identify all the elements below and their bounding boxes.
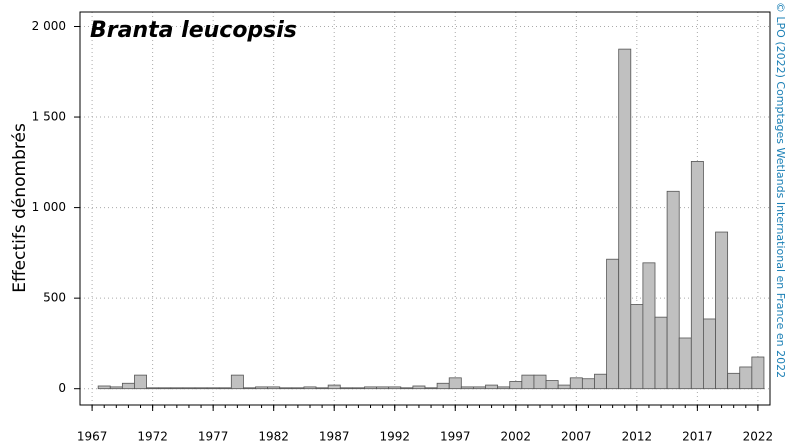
bar — [255, 386, 269, 390]
bar — [448, 377, 462, 390]
x-tick-label: 1982 — [258, 430, 289, 444]
bar — [703, 318, 716, 390]
bar — [436, 382, 450, 390]
bar — [351, 387, 365, 390]
bar — [642, 262, 656, 390]
bar — [715, 231, 729, 390]
y-tick-label: 1 000 — [32, 200, 66, 214]
bar — [206, 387, 220, 390]
bar — [727, 372, 741, 390]
bar — [485, 384, 499, 390]
bar — [134, 374, 147, 390]
bar — [521, 374, 535, 390]
bar — [170, 387, 184, 390]
bar — [606, 258, 620, 390]
bar — [678, 337, 692, 390]
bar — [291, 387, 305, 390]
x-tick-label: 2017 — [682, 430, 713, 444]
bar — [243, 387, 256, 390]
bar — [751, 356, 765, 390]
bar — [121, 382, 135, 390]
x-tick-label: 2022 — [743, 430, 774, 444]
x-tick-label: 1972 — [137, 430, 168, 444]
bar — [97, 385, 111, 390]
bar — [557, 384, 571, 390]
x-tick-label: 1967 — [77, 430, 108, 444]
bar — [666, 190, 680, 390]
bar — [230, 374, 244, 390]
bar — [158, 387, 172, 390]
bar — [630, 304, 644, 390]
y-tick-label: 2 000 — [32, 19, 66, 33]
bar — [654, 316, 668, 390]
y-axis-label: Effectifs dénombrés — [10, 123, 30, 293]
x-tick-label: 1987 — [319, 430, 350, 444]
bar — [497, 386, 511, 390]
y-tick-label: 500 — [43, 291, 66, 305]
bar — [618, 48, 632, 390]
bar — [533, 374, 547, 390]
bar — [279, 387, 293, 390]
bar — [412, 385, 426, 390]
copyright: © LPO (2022) Comptages Wetlands Internat… — [774, 2, 787, 378]
bar — [339, 387, 353, 390]
bar — [594, 373, 607, 390]
bar — [545, 380, 559, 390]
bar — [182, 387, 196, 390]
bar — [424, 387, 438, 390]
y-tick-label: 1 500 — [32, 110, 66, 124]
bar — [509, 381, 523, 390]
x-tick-label: 1992 — [379, 430, 410, 444]
y-tick-label: 0 — [58, 381, 66, 395]
bar — [315, 387, 329, 390]
x-tick-label: 2002 — [501, 430, 532, 444]
bar — [218, 387, 232, 390]
bar — [400, 387, 414, 390]
bar — [388, 386, 402, 390]
bar — [109, 386, 123, 390]
bar — [473, 386, 486, 390]
bar — [460, 386, 474, 390]
x-tick-label: 1977 — [198, 430, 229, 444]
bar — [194, 387, 208, 390]
bar — [739, 366, 753, 390]
bar — [690, 161, 704, 390]
plot-frame — [79, 11, 771, 406]
x-tick-label: 2007 — [561, 430, 592, 444]
bar — [376, 386, 390, 390]
bar — [303, 386, 317, 390]
bar — [146, 387, 160, 390]
bar — [327, 384, 341, 390]
bar — [569, 377, 583, 390]
chart-title: Branta leucopsis — [90, 18, 297, 43]
x-tick-label: 1997 — [440, 430, 471, 444]
bar — [581, 378, 595, 390]
bar — [267, 386, 281, 390]
x-tick-label: 2012 — [622, 430, 653, 444]
bar — [364, 386, 377, 390]
